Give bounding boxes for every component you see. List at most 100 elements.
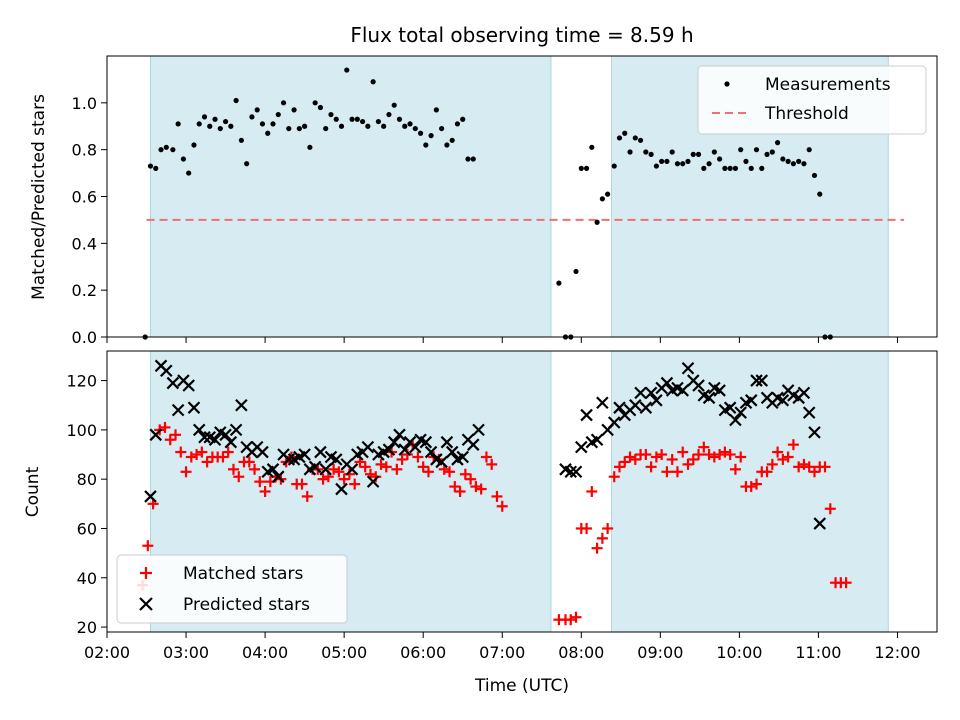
- measurement-point: [796, 158, 802, 164]
- predicted-star-point: [644, 386, 658, 400]
- measurement-point: [275, 111, 281, 118]
- matched-star-point: [196, 446, 208, 458]
- predicted-star-point: [456, 450, 469, 464]
- measurement-point: [444, 142, 450, 148]
- measurement-point: [344, 67, 350, 73]
- matched-star-point: [227, 463, 239, 475]
- predicted-star-point: [802, 406, 816, 419]
- matched-star-point: [375, 458, 387, 470]
- predicted-star-point: [613, 401, 626, 414]
- predicted-star-point: [692, 379, 705, 392]
- measurement-point: [265, 130, 271, 136]
- matched-star-point: [349, 478, 361, 490]
- ratio-legend-box: [697, 65, 927, 135]
- ratio-x-ticks: [106, 337, 898, 343]
- measurement-point: [706, 161, 712, 167]
- measurement-point: [217, 125, 223, 132]
- predicted-star-point: [466, 438, 480, 451]
- measurement-point: [180, 156, 187, 162]
- measurement-point: [780, 156, 786, 162]
- ratio-y-tick-label: 0.4: [72, 234, 97, 253]
- matched-star-point: [338, 473, 350, 485]
- measurement-point: [323, 125, 329, 132]
- matched-star-point: [708, 451, 720, 463]
- predicted-star-point: [409, 440, 422, 454]
- measurement-point: [158, 147, 164, 153]
- matched-star-point: [586, 486, 598, 497]
- legend-measurements-marker: [724, 81, 730, 87]
- ratio-y-ticks: 0.0 0.2 0.4 0.6 0.8 1.0: [72, 94, 107, 347]
- predicted-star-point: [435, 455, 448, 469]
- matched-star-point: [475, 483, 487, 495]
- matched-star-point: [296, 478, 308, 490]
- ratio-y-tick-label: 0.8: [72, 141, 97, 160]
- matched-star-point: [645, 461, 657, 473]
- matched-star-point: [164, 434, 176, 446]
- predicted-star-point: [590, 433, 604, 447]
- predicted-star-point: [314, 445, 327, 459]
- measurement-point: [196, 121, 202, 127]
- matched-star-point: [824, 503, 836, 515]
- matched-star-point: [496, 500, 508, 512]
- matched-star-point: [175, 446, 187, 458]
- predicted-star-point: [660, 376, 674, 390]
- predicted-star-point: [298, 448, 311, 461]
- count-points: [137, 359, 852, 626]
- ratio-y-tick-label: 1.0: [72, 94, 97, 113]
- x-tick-label: 02:00: [84, 643, 130, 662]
- x-tick-label: 05:00: [321, 643, 367, 662]
- predicted-star-point: [744, 394, 758, 407]
- observing-band-1: [150, 55, 552, 338]
- measurement-point: [632, 135, 638, 141]
- predicted-star-point: [187, 401, 201, 414]
- count-y-axis-label: Count: [23, 466, 43, 517]
- predicted-star-point: [271, 470, 285, 483]
- matched-star-point: [656, 449, 668, 461]
- matched-star-point: [677, 446, 689, 458]
- matched-star-point: [412, 451, 424, 463]
- measurement-point: [648, 151, 654, 157]
- measurement-point: [338, 123, 345, 129]
- matched-star-point: [491, 490, 503, 502]
- predicted-star-point: [424, 445, 438, 459]
- measurement-point: [611, 163, 617, 169]
- legend-matched-marker: [140, 567, 152, 579]
- measurement-point: [254, 107, 260, 113]
- count-y-tick-label: 80: [77, 470, 97, 489]
- measurement-point: [359, 118, 366, 125]
- matched-star-point: [465, 473, 477, 485]
- matched-star-point: [170, 429, 182, 441]
- measurement-point: [685, 158, 691, 164]
- predicted-star-point: [580, 408, 593, 422]
- count-legend-box: [116, 554, 348, 624]
- predicted-star-point: [224, 435, 238, 449]
- predicted-star-point: [166, 376, 180, 390]
- measurement-point: [163, 144, 169, 150]
- matched-star-point: [185, 451, 197, 463]
- measurement-point: [801, 161, 807, 167]
- predicted-star-point: [750, 374, 763, 387]
- matched-star-point: [359, 461, 371, 473]
- matched-star-point: [661, 466, 673, 478]
- measurement-point: [244, 161, 250, 167]
- measurement-point: [417, 130, 424, 136]
- matched-star-point: [222, 446, 234, 458]
- predicted-star-point: [813, 517, 827, 530]
- measurement-point: [769, 149, 775, 155]
- matched-star-point: [650, 451, 662, 463]
- measurement-point: [238, 137, 244, 143]
- matched-star-point: [233, 471, 245, 483]
- measurement-point: [375, 118, 381, 125]
- measurement-point: [439, 125, 445, 132]
- predicted-star-point: [198, 430, 211, 444]
- predicted-star-point: [266, 463, 280, 476]
- predicted-star-point: [319, 463, 332, 476]
- ratio-legend: Measurements Threshold: [697, 65, 927, 135]
- predicted-star-point: [335, 482, 348, 496]
- measurement-point: [578, 165, 584, 171]
- matched-star-point: [470, 481, 482, 493]
- predicted-star-point: [629, 398, 642, 412]
- predicted-star-point: [329, 453, 343, 466]
- measurement-point: [759, 165, 765, 171]
- matched-star-point: [449, 481, 461, 493]
